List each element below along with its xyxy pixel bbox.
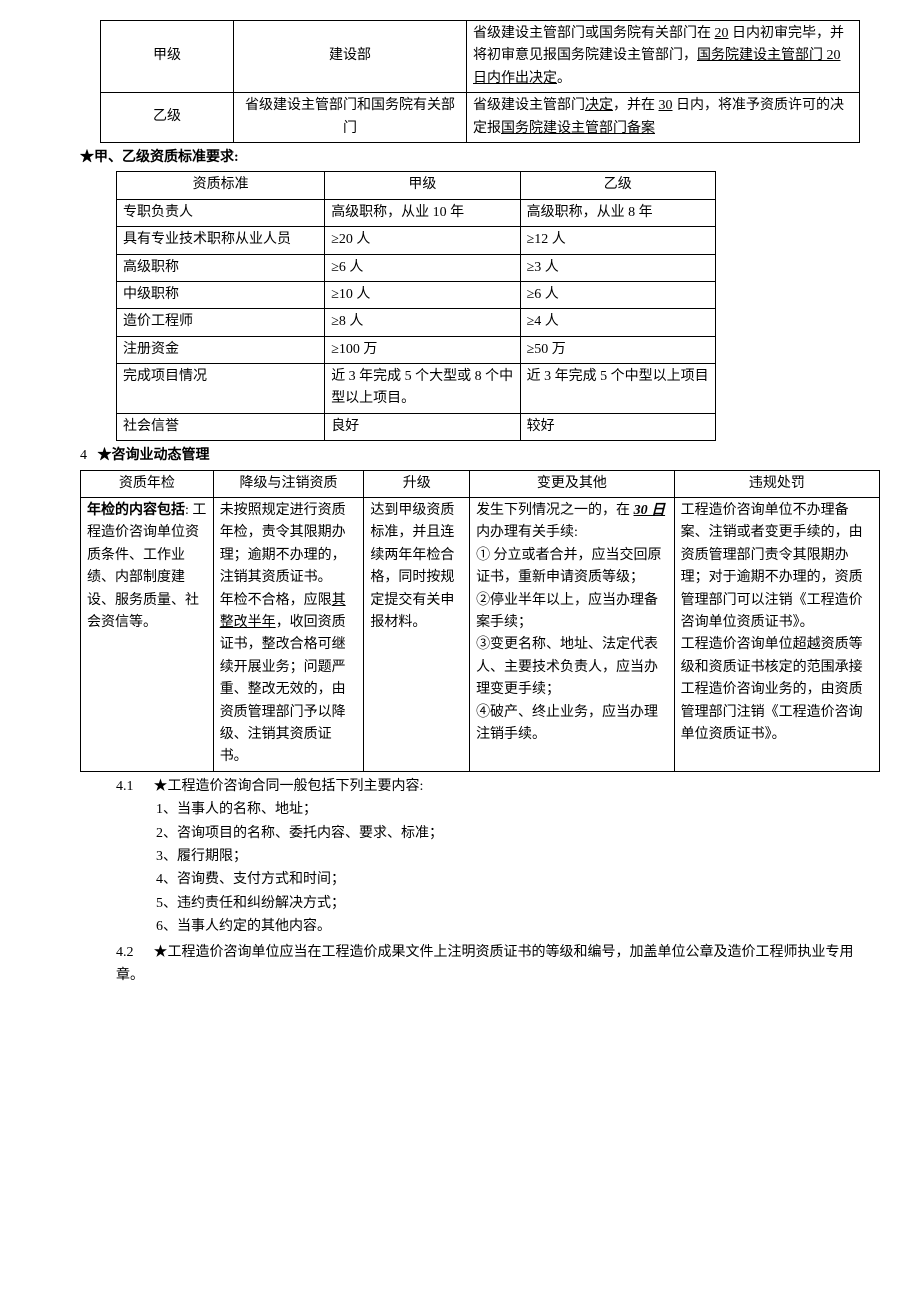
- section-4-2: 4.2 ★工程造价咨询单位应当在工程造价成果文件上注明资质证书的等级和编号，加盖…: [80, 942, 860, 987]
- list-item: 2、咨询项目的名称、委托内容、要求、标准；: [156, 823, 860, 845]
- table-row: 完成项目情况近 3 年完成 5 个大型或 8 个中型以上项目。近 3 年完成 5…: [117, 364, 716, 414]
- table-row: 具有专业技术职称从业人员≥20 人≥12 人: [117, 227, 716, 254]
- table-header-row: 资质年检降级与注销资质升级变更及其他违规处罚: [81, 470, 880, 497]
- table-row: 乙级省级建设主管部门和国务院有关部门省级建设主管部门决定，并在 30 日内，将准…: [101, 93, 860, 143]
- heading-qualification-standard: ★甲、乙级资质标准要求:: [80, 147, 860, 169]
- column-header: 资质标准: [117, 172, 325, 199]
- table-row: 中级职称≥10 人≥6 人: [117, 281, 716, 308]
- cell: 具有专业技术职称从业人员: [117, 227, 325, 254]
- section-number: 4.1: [116, 776, 150, 798]
- table-row: 造价工程师≥8 人≥4 人: [117, 309, 716, 336]
- change-other-cell: 发生下列情况之一的，在 30 日内办理有关手续:① 分立或者合并，应当交回原证书…: [470, 498, 675, 772]
- section-number: 4.2: [116, 942, 150, 964]
- table-row: 专职负责人高级职称，从业 10 年高级职称，从业 8 年: [117, 199, 716, 226]
- cell: ≥10 人: [325, 281, 520, 308]
- penalty-cell: 工程造价咨询单位不办理备案、注销或者变更手续的，由资质管理部门责令其限期办理；对…: [674, 498, 879, 772]
- cell: 造价工程师: [117, 309, 325, 336]
- table-row: 年检的内容包括: 工程造价咨询单位资质条件、工作业绩、内部制度建设、服务质量、社…: [81, 498, 880, 772]
- grade-cell: 甲级: [101, 21, 234, 93]
- cell: 近 3 年完成 5 个大型或 8 个中型以上项目。: [325, 364, 520, 414]
- table-row: 高级职称≥6 人≥3 人: [117, 254, 716, 281]
- table-row: 甲级建设部省级建设主管部门或国务院有关部门在 20 日内初审完毕，并将初审意见报…: [101, 21, 860, 93]
- cell: 中级职称: [117, 281, 325, 308]
- authority-cell: 建设部: [234, 21, 467, 93]
- description-cell: 省级建设主管部门或国务院有关部门在 20 日内初审完毕，并将初审意见报国务院建设…: [467, 21, 860, 93]
- cell: 高级职称: [117, 254, 325, 281]
- qualification-standard-table: 资质标准甲级乙级专职负责人高级职称，从业 10 年高级职称，从业 8 年具有专业…: [116, 171, 716, 441]
- cell: ≥8 人: [325, 309, 520, 336]
- cell: 完成项目情况: [117, 364, 325, 414]
- list-item: 6、当事人约定的其他内容。: [156, 916, 860, 938]
- downgrade-cancel-cell: 未按照规定进行资质年检，责令其限期办理；逾期不办理的，注销其资质证书。年检不合格…: [213, 498, 364, 772]
- cell: 较好: [520, 413, 715, 440]
- list-item: 4、咨询费、支付方式和时间；: [156, 869, 860, 891]
- cell: 良好: [325, 413, 520, 440]
- table-header-row: 资质标准甲级乙级: [117, 172, 716, 199]
- table-row: 社会信誉良好较好: [117, 413, 716, 440]
- column-header: 降级与注销资质: [213, 470, 364, 497]
- list-item: 1、当事人的名称、地址；: [156, 799, 860, 821]
- heading-dynamic-management: 4 ★咨询业动态管理: [80, 445, 860, 467]
- description-cell: 省级建设主管部门决定，并在 30 日内，将准予资质许可的决定报国务院建设主管部门…: [467, 93, 860, 143]
- section-text: ★工程造价咨询单位应当在工程造价成果文件上注明资质证书的等级和编号，加盖单位公章…: [116, 945, 854, 982]
- annual-inspection-cell: 年检的内容包括: 工程造价咨询单位资质条件、工作业绩、内部制度建设、服务质量、社…: [81, 498, 214, 772]
- cell: ≥6 人: [520, 281, 715, 308]
- column-header: 变更及其他: [470, 470, 675, 497]
- cell: 注册资金: [117, 336, 325, 363]
- cell: 高级职称，从业 8 年: [520, 199, 715, 226]
- upgrade-cell: 达到甲级资质标准，并且连续两年年检合格，同时按规定提交有关申报材料。: [364, 498, 470, 772]
- cell: ≥100 万: [325, 336, 520, 363]
- section-title: ★工程造价咨询合同一般包括下列主要内容:: [154, 779, 424, 794]
- cell: ≥3 人: [520, 254, 715, 281]
- list-item: 5、违约责任和纠纷解决方式；: [156, 893, 860, 915]
- column-header: 甲级: [325, 172, 520, 199]
- column-header: 乙级: [520, 172, 715, 199]
- cell: ≥4 人: [520, 309, 715, 336]
- cell: 社会信誉: [117, 413, 325, 440]
- table-row: 注册资金≥100 万≥50 万: [117, 336, 716, 363]
- list-item: 3、履行期限；: [156, 846, 860, 868]
- column-header: 资质年检: [81, 470, 214, 497]
- section-4-1: 4.1 ★工程造价咨询合同一般包括下列主要内容:: [80, 776, 860, 798]
- authority-cell: 省级建设主管部门和国务院有关部门: [234, 93, 467, 143]
- cell: ≥50 万: [520, 336, 715, 363]
- cell: 高级职称，从业 10 年: [325, 199, 520, 226]
- section-4-1-list: 1、当事人的名称、地址；2、咨询项目的名称、委托内容、要求、标准；3、履行期限；…: [80, 799, 860, 938]
- section-number: 4: [80, 448, 87, 463]
- approval-table: 甲级建设部省级建设主管部门或国务院有关部门在 20 日内初审完毕，并将初审意见报…: [100, 20, 860, 143]
- column-header: 升级: [364, 470, 470, 497]
- cell: ≥20 人: [325, 227, 520, 254]
- cell: 近 3 年完成 5 个中型以上项目: [520, 364, 715, 414]
- cell: ≥12 人: [520, 227, 715, 254]
- section-title: ★咨询业动态管理: [98, 448, 210, 463]
- dynamic-management-table: 资质年检降级与注销资质升级变更及其他违规处罚年检的内容包括: 工程造价咨询单位资…: [80, 470, 880, 772]
- grade-cell: 乙级: [101, 93, 234, 143]
- column-header: 违规处罚: [674, 470, 879, 497]
- cell: ≥6 人: [325, 254, 520, 281]
- cell: 专职负责人: [117, 199, 325, 226]
